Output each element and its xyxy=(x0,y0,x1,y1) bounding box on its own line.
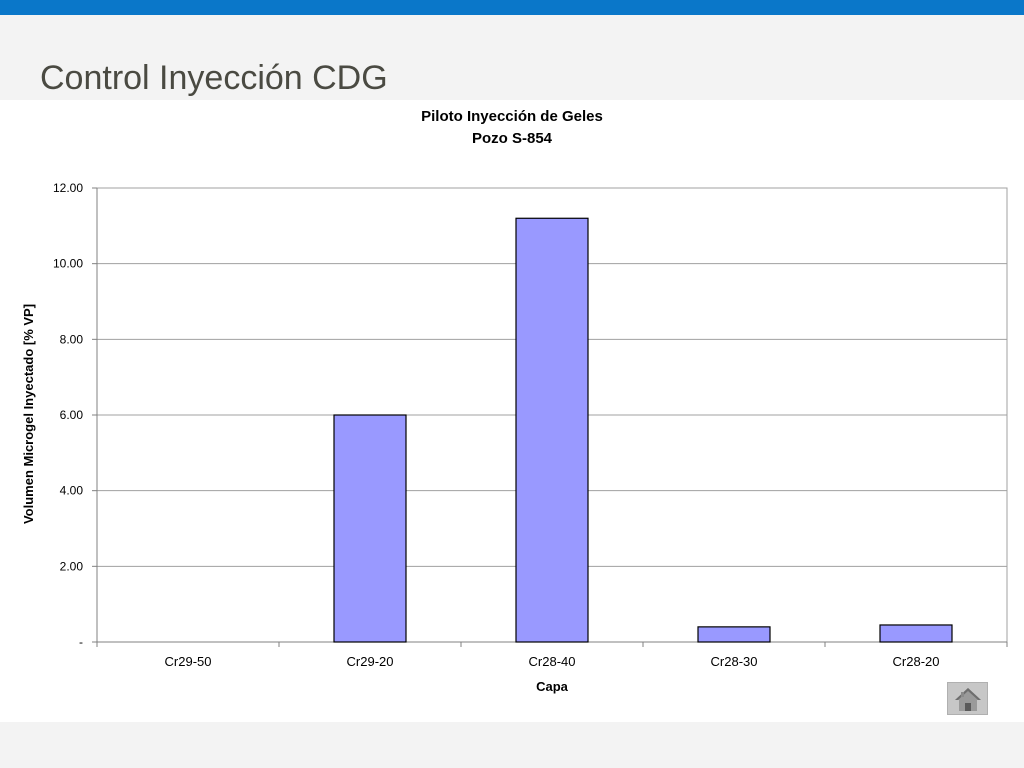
y-tick-label: 4.00 xyxy=(60,484,84,498)
x-axis-title: Capa xyxy=(536,679,569,694)
top-accent-bar xyxy=(0,0,1024,15)
y-tick-label: 10.00 xyxy=(53,257,83,271)
chart-subtitle: Pozo S-854 xyxy=(471,130,553,147)
slide-title: Control Inyección CDG xyxy=(40,59,388,97)
slide-header xyxy=(0,15,1024,100)
x-tick-label: Cr28-30 xyxy=(711,654,758,669)
bar-chart: - 2.00 4.00 6.00 8.00 10.00 12.00 Cr29-50 Cr29-2… xyxy=(21,181,1008,694)
chart-title: Piloto Inyección de Geles xyxy=(421,108,603,125)
bar-Cr28-30 xyxy=(697,626,771,643)
y-tick-label: 2.00 xyxy=(60,559,84,573)
y-tick-label: - xyxy=(79,635,83,649)
x-tick-label: Cr28-40 xyxy=(529,654,576,669)
bar-Cr29-20 xyxy=(333,414,407,643)
y-tick-label: 12.00 xyxy=(53,181,83,195)
bar-Cr28-40 xyxy=(515,217,589,643)
bar-Cr28-20 xyxy=(879,624,953,643)
x-tick-label: Cr29-20 xyxy=(347,654,394,669)
x-tick-label: Cr28-20 xyxy=(893,654,940,669)
home-button[interactable] xyxy=(947,682,988,715)
home-icon xyxy=(955,688,981,711)
y-tick-label: 8.00 xyxy=(60,332,84,346)
slide-footer xyxy=(0,722,1024,768)
x-tick-label: Cr29-50 xyxy=(165,654,212,669)
y-axis-title: Volumen Microgel Inyectado [% VP] xyxy=(21,304,36,524)
y-tick-label: 6.00 xyxy=(60,408,84,422)
